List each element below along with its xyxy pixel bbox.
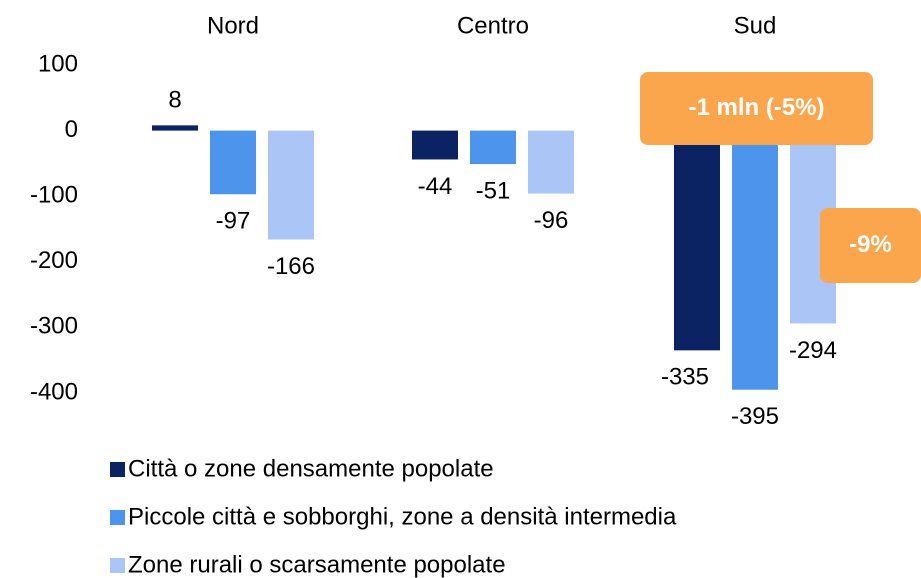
category-label: Sud bbox=[734, 12, 777, 39]
bar bbox=[210, 130, 256, 195]
data-label: -96 bbox=[534, 207, 569, 234]
annotation-box bbox=[640, 72, 873, 145]
bar bbox=[528, 130, 574, 194]
data-label: -395 bbox=[731, 403, 779, 430]
y-tick-label: -100 bbox=[30, 182, 78, 209]
y-tick-label: -400 bbox=[30, 378, 78, 405]
data-label: -294 bbox=[789, 337, 837, 364]
annotation-text: -9% bbox=[849, 231, 892, 258]
data-label: -97 bbox=[216, 208, 251, 235]
legend-swatch bbox=[110, 510, 125, 525]
bar bbox=[268, 130, 314, 240]
data-label: -51 bbox=[476, 177, 511, 204]
bar bbox=[470, 130, 516, 165]
legend-swatch bbox=[110, 462, 125, 477]
data-label: -44 bbox=[418, 173, 453, 200]
annotation-text: -1 mln (-5%) bbox=[688, 94, 824, 121]
y-tick-label: -300 bbox=[30, 313, 78, 340]
data-label: 8 bbox=[168, 87, 181, 114]
annotation-box bbox=[820, 208, 921, 283]
legend-label: Città o zone densamente popolate bbox=[128, 455, 494, 482]
legend-label: Piccole città e sobborghi, zone a densit… bbox=[128, 503, 677, 530]
legend-swatch bbox=[110, 558, 125, 573]
data-label: -166 bbox=[267, 253, 315, 280]
bar bbox=[412, 130, 458, 160]
category-label: Nord bbox=[207, 12, 259, 39]
legend-label: Zone rurali o scarsamente popolate bbox=[128, 551, 506, 578]
data-label: -335 bbox=[661, 364, 709, 391]
y-tick-label: -200 bbox=[30, 247, 78, 274]
y-tick-label: 0 bbox=[65, 116, 78, 143]
bar bbox=[732, 130, 778, 390]
y-tick-label: 100 bbox=[38, 50, 78, 77]
bar bbox=[152, 125, 198, 131]
category-label: Centro bbox=[457, 12, 529, 39]
bar bbox=[674, 130, 720, 351]
